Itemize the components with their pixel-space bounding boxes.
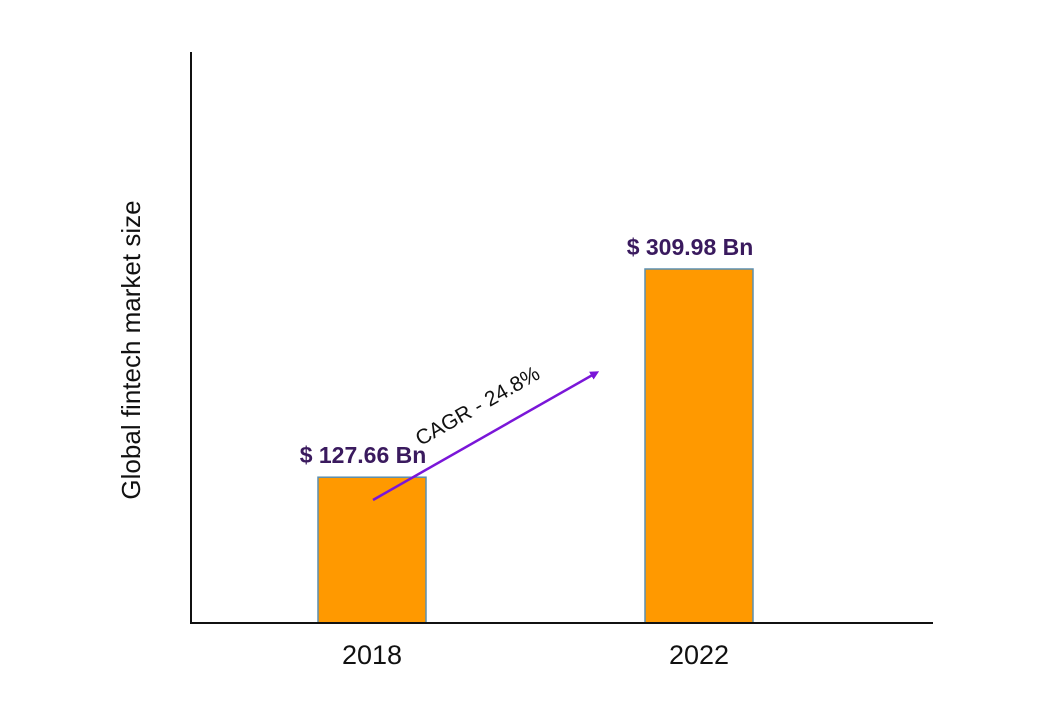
x-tick-label-2018: 2018 (342, 640, 402, 670)
bar-2022 (644, 268, 754, 624)
x-tick-label-2022: 2022 (669, 640, 729, 670)
axes-layer: Global fintech market size (116, 52, 933, 624)
cagr-arrow (372, 371, 600, 502)
value-label-2022: $ 309.98 Bn (627, 234, 754, 260)
bars-layer (317, 268, 754, 624)
y-axis-label: Global fintech market size (116, 200, 146, 499)
bar-2018 (317, 476, 427, 624)
cagr-label: CAGR - 24.8% (412, 362, 544, 451)
labels-layer: $ 127.66 Bn 2018 $ 309.98 Bn 2022 (300, 234, 754, 670)
value-label-2018: $ 127.66 Bn (300, 442, 427, 468)
